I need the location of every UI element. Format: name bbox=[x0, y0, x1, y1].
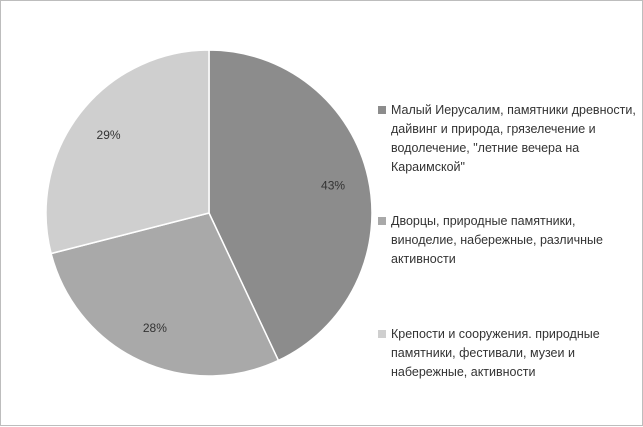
slice-percent-label-1: 28% bbox=[143, 321, 167, 335]
pie-slice-1 bbox=[50, 212, 280, 377]
legend-swatch-2 bbox=[378, 330, 386, 338]
pie-slice-0 bbox=[208, 49, 373, 362]
legend-item-1: Дворцы, природные памятники, виноделие, … bbox=[378, 212, 640, 269]
legend-item-2: Крепости и сооружения. природные памятни… bbox=[378, 325, 640, 382]
legend-swatch-0 bbox=[378, 106, 386, 114]
legend-swatch-1 bbox=[378, 217, 386, 225]
legend-item-0: Малый Иерусалим, памятники древности, да… bbox=[378, 101, 640, 177]
legend-label-0: Малый Иерусалим, памятники древности, да… bbox=[391, 103, 636, 174]
legend-label-2: Крепости и сооружения. природные памятни… bbox=[391, 327, 600, 379]
slice-percent-label-2: 29% bbox=[97, 128, 121, 142]
legend-label-1: Дворцы, природные памятники, виноделие, … bbox=[391, 214, 603, 266]
pie-slice-2 bbox=[45, 49, 210, 255]
slice-percent-label-0: 43% bbox=[321, 178, 345, 192]
